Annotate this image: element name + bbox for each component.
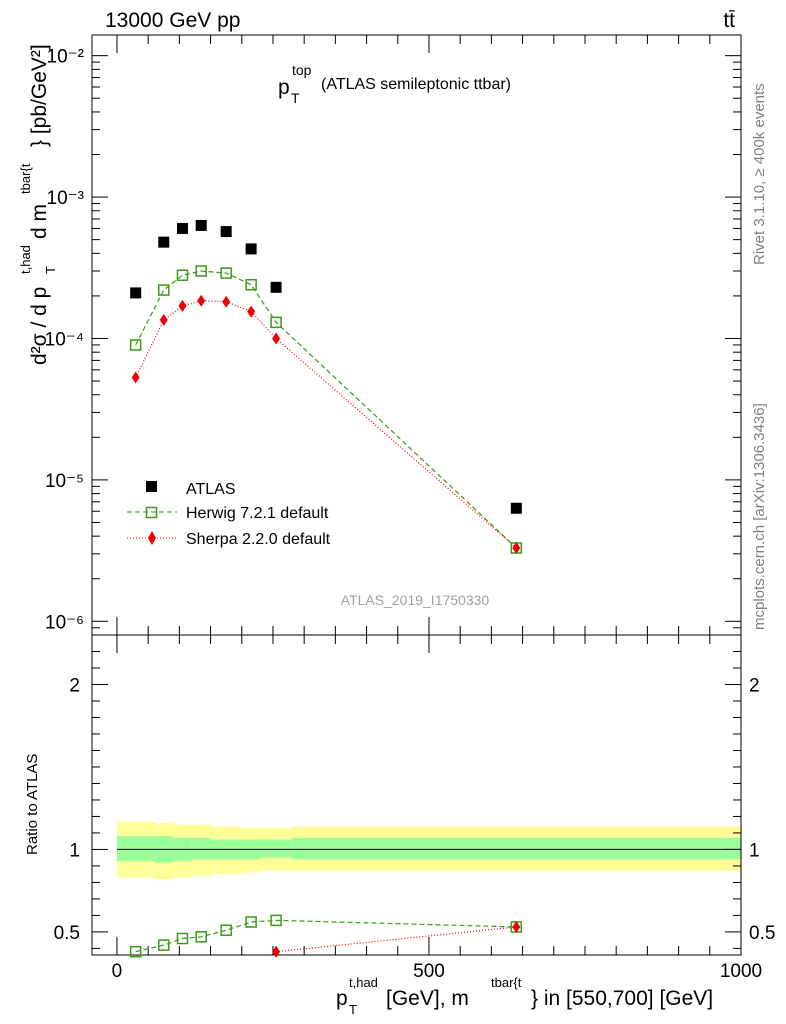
herwig-point bbox=[245, 278, 257, 291]
sherpa-ratio-point bbox=[272, 945, 281, 958]
ratio-y-tick-label-left: 0.5 bbox=[54, 923, 80, 944]
ylabel-sup1: t,had bbox=[18, 245, 33, 274]
ylabel-tail: } [pb/GeV²] bbox=[28, 44, 51, 147]
plot-title-p: p bbox=[278, 76, 290, 99]
ylabel-sub: T bbox=[43, 266, 58, 274]
herwig-ratio-point bbox=[129, 945, 142, 958]
herwig-ratio-point bbox=[270, 914, 282, 927]
atlas-point bbox=[176, 222, 188, 234]
atlas-point bbox=[220, 226, 232, 238]
upper-y-tick-label: 10⁻⁴ bbox=[45, 329, 84, 350]
sherpa-ratio-line bbox=[276, 926, 517, 953]
atlas-point bbox=[510, 502, 522, 514]
sherpa-point bbox=[178, 299, 187, 312]
herwig-ratio-line bbox=[135, 919, 517, 953]
xlabel-sup2: tbar{t bbox=[491, 975, 522, 990]
upper-y-tick-label: 10⁻⁶ bbox=[45, 612, 84, 633]
sherpa-point bbox=[222, 295, 231, 308]
herwig-line bbox=[135, 270, 517, 549]
x-tick-label: 1000 bbox=[720, 961, 762, 982]
rivet-version-label: Rivet 3.1.10, ≥ 400k events bbox=[751, 83, 768, 265]
upper-y-axis-label: d²σ / d p t,had T d m tbar{t } [pb/GeV²] bbox=[18, 44, 58, 365]
ylabel-sup2: tbar{t bbox=[18, 163, 33, 194]
atlas-point bbox=[245, 243, 257, 255]
header-right-label: tt̄ bbox=[723, 9, 735, 32]
axis-tick-labels: 10⁻² 10⁻³ 10⁻⁴ 10⁻⁵ 10⁻⁶ 2 2 1 1 0.5 0.5 0 500 1000 bbox=[45, 47, 776, 982]
plot-title: p T top (ATLAS semileptonic ttbar) bbox=[278, 62, 511, 106]
xlabel-p: p bbox=[336, 987, 348, 1010]
upper-y-tick-label: 10⁻⁵ bbox=[45, 471, 84, 492]
main-series bbox=[129, 219, 523, 554]
atlas-point bbox=[130, 287, 142, 299]
inner-band-segment bbox=[191, 837, 211, 860]
atlas-point bbox=[195, 219, 207, 231]
atlas-point bbox=[270, 281, 282, 293]
xlabel-mid: [GeV], m bbox=[386, 987, 469, 1010]
analysis-watermark: ATLAS_2019_I1750330 bbox=[341, 592, 490, 608]
ratio-y-axis-label: Ratio to ATLAS bbox=[24, 754, 41, 855]
ratio-plot-frame bbox=[91, 634, 742, 956]
x-tick-label: 500 bbox=[413, 961, 445, 982]
sherpa-point bbox=[159, 314, 168, 327]
sherpa-point bbox=[247, 305, 256, 318]
ratio-y-tick-label-right: 1 bbox=[749, 840, 760, 861]
plot-title-sub: T bbox=[291, 90, 300, 106]
plot-title-rest: (ATLAS semileptonic ttbar) bbox=[321, 76, 511, 93]
ylabel-d2sigma: d²σ / d p bbox=[28, 287, 51, 365]
header-left-label: 13000 GeV pp bbox=[105, 9, 240, 32]
herwig-point bbox=[129, 339, 142, 351]
herwig-point bbox=[270, 316, 282, 329]
herwig-ratio-point bbox=[195, 931, 207, 943]
legend-atlas-marker bbox=[146, 481, 157, 492]
herwig-point bbox=[176, 269, 189, 281]
ylabel-dm: d m bbox=[28, 204, 51, 239]
axis-ticks bbox=[92, 35, 742, 955]
herwig-ratio-point bbox=[176, 932, 189, 945]
ratio-series bbox=[129, 914, 523, 958]
legend-herwig-label: Herwig 7.2.1 default bbox=[186, 505, 329, 522]
legend-sherpa-label: Sherpa 2.2.0 default bbox=[186, 531, 331, 548]
x-axis-label: p t,had T [GeV], m tbar{t } in [550,700]… bbox=[336, 975, 713, 1017]
legend-herwig-marker bbox=[145, 506, 158, 519]
herwig-ratio-point bbox=[220, 924, 232, 937]
xlabel-sup1: t,had bbox=[349, 975, 378, 990]
legend-sherpa-marker bbox=[148, 531, 156, 545]
sherpa-point bbox=[197, 294, 206, 307]
atlas-point bbox=[158, 236, 170, 248]
herwig-point bbox=[220, 267, 232, 279]
upper-y-tick-label: 10⁻² bbox=[47, 47, 85, 68]
herwig-point bbox=[195, 265, 207, 277]
sherpa-ratio-point bbox=[512, 920, 521, 933]
xlabel-tail: } in [550,700] [GeV] bbox=[531, 987, 713, 1010]
sherpa-point bbox=[272, 332, 281, 345]
sherpa-line bbox=[135, 300, 517, 549]
plot-title-sup: top bbox=[292, 62, 312, 78]
ratio-y-tick-label-left: 1 bbox=[69, 840, 80, 861]
xlabel-sub: T bbox=[349, 1002, 357, 1017]
upper-y-tick-label: 10⁻³ bbox=[47, 188, 85, 209]
herwig-ratio-point bbox=[245, 916, 257, 928]
ratio-y-tick-label-right: 2 bbox=[749, 675, 760, 696]
sherpa-point bbox=[131, 371, 140, 384]
herwig-point bbox=[158, 284, 170, 296]
inner-band-segment bbox=[116, 836, 155, 861]
ratio-y-tick-label-left: 2 bbox=[69, 675, 80, 696]
uncertainty-bands bbox=[116, 821, 741, 880]
herwig-ratio-point bbox=[158, 939, 170, 951]
ratio-y-tick-label-right: 0.5 bbox=[749, 923, 775, 944]
inner-band-segment bbox=[291, 837, 741, 860]
inner-band-segment bbox=[260, 839, 292, 858]
legend-atlas-label: ATLAS bbox=[186, 481, 236, 498]
x-tick-label: 0 bbox=[112, 961, 123, 982]
legend: ATLAS Herwig 7.2.1 default Sherpa 2.2.0 … bbox=[127, 481, 331, 548]
mcplots-label: mcplots.cern.ch [arXiv:1306.3436] bbox=[751, 403, 768, 630]
sherpa-point bbox=[512, 541, 521, 554]
